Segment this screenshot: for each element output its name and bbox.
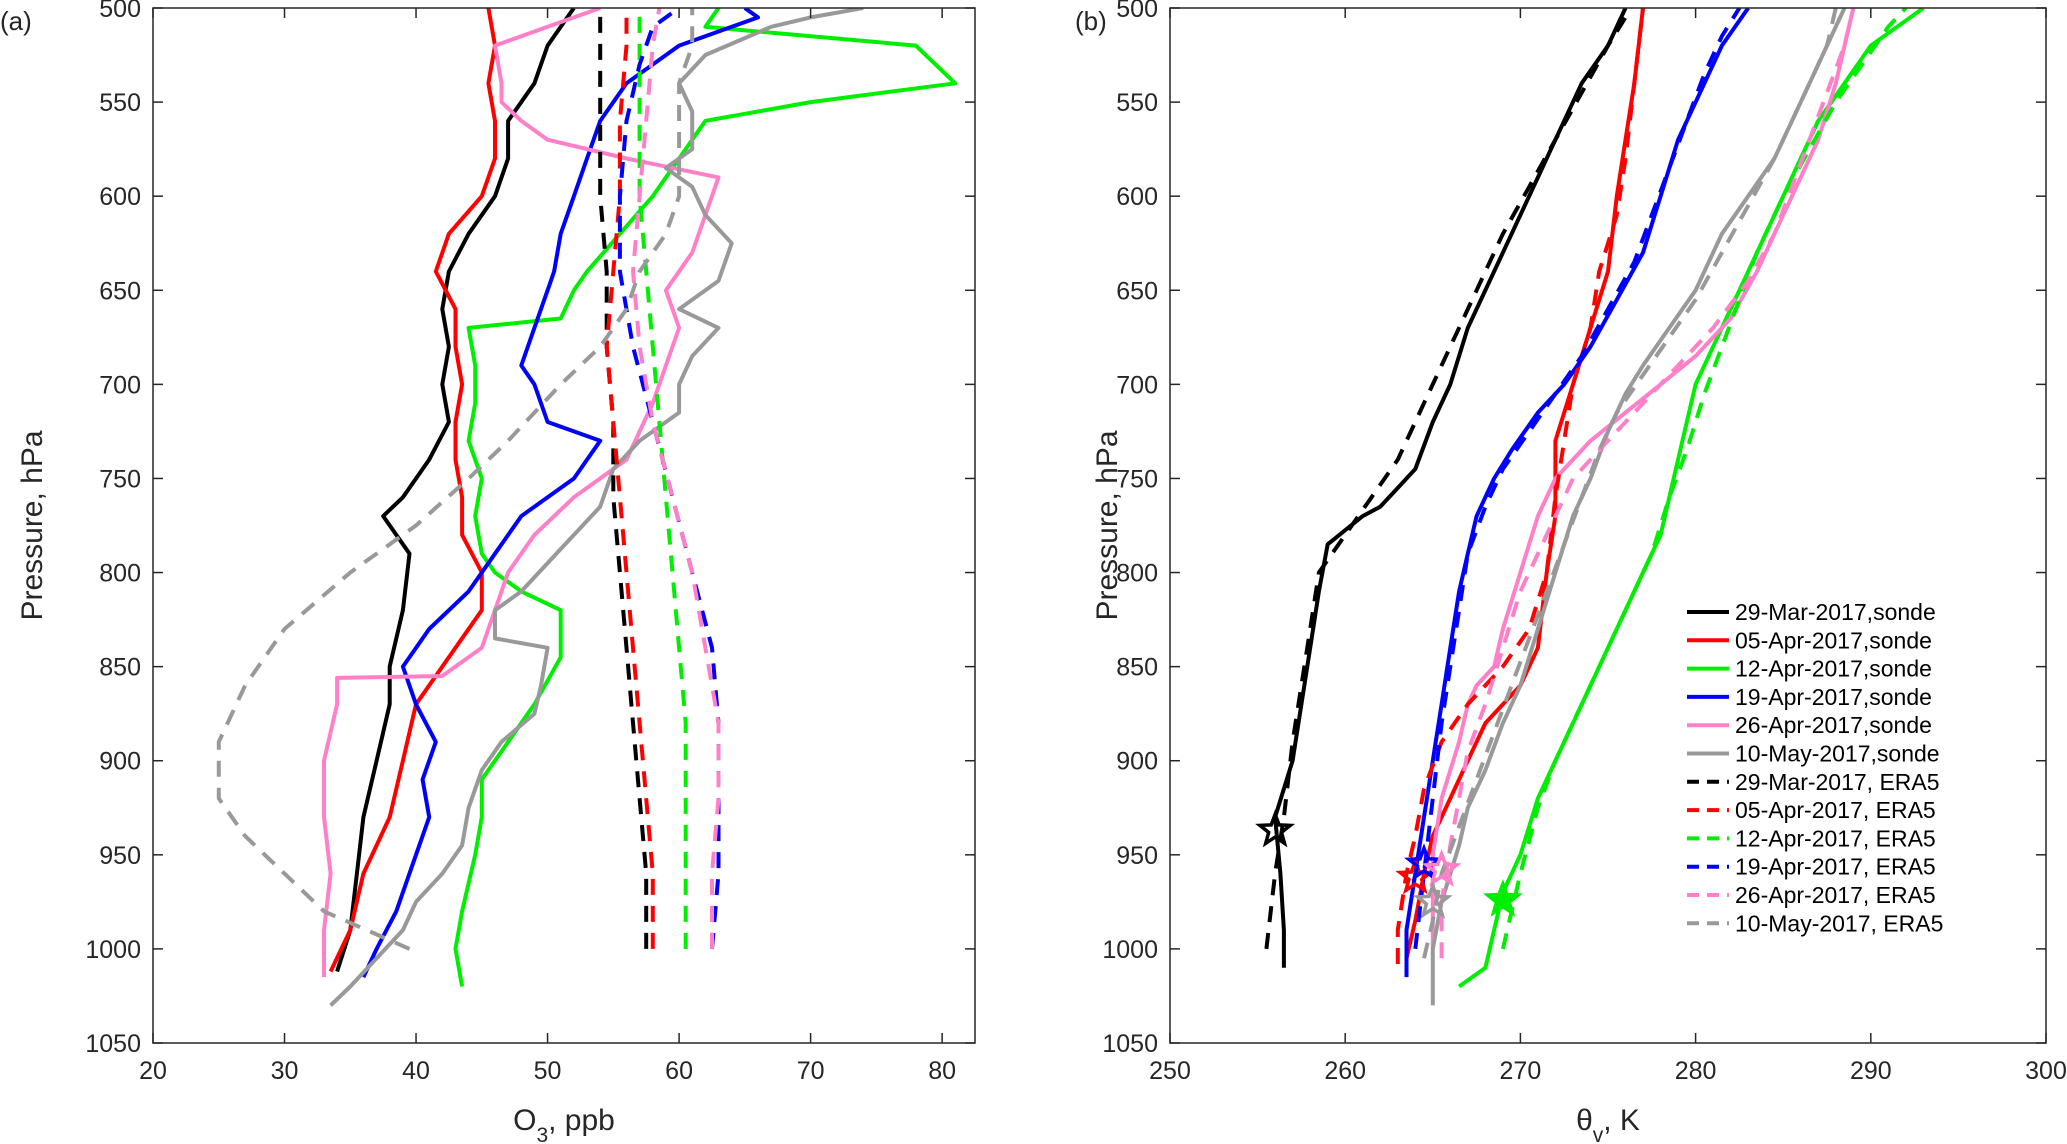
series-10-may-2017-sonde-line (1430, 8, 1847, 1006)
legend-label-26-apr-2017-sonde: 26-Apr-2017,sonde (1735, 712, 1932, 738)
x-tick-label: 300 (2025, 1057, 2067, 1085)
y-tick-label: 900 (99, 748, 141, 776)
y-tick-label: 950 (99, 842, 141, 870)
series-10-may-2017-sonde-line (329, 8, 864, 1007)
y-tick-label: 900 (1116, 748, 1158, 776)
panel-b-y-axis-label: Pressure, hPa (1091, 430, 1124, 620)
panel-a-ticks: 20 30 40 50 60 70 80 500 550 600 650 700 750 800 850 90… (85, 0, 975, 1085)
legend-label-12-apr-2017-era5: 12-Apr-2017, ERA5 (1735, 825, 1936, 851)
x-tick-label: 60 (665, 1057, 693, 1085)
legend-label-10-may-2017-sonde: 10-May-2017,sonde (1735, 741, 1940, 767)
y-tick-label: 700 (99, 371, 141, 399)
series-05-apr-2017-era5-line (604, 8, 655, 949)
panel-a-series-group (216, 8, 958, 1007)
x-tick-label: 250 (1149, 1057, 1191, 1085)
series-12-apr-2017-era5-line (1500, 8, 1908, 950)
surface-star-marker-1 (1255, 809, 1296, 848)
panel-a-axes-box (152, 7, 976, 1044)
y-tick-label: 650 (1116, 277, 1158, 305)
y-tick-label: 700 (1116, 371, 1158, 399)
legend-label-29-mar-2017-era5: 29-Mar-2017, ERA5 (1735, 769, 1940, 795)
y-tick-label: 750 (1116, 465, 1158, 493)
panel-b-series-group (1255, 8, 1925, 1006)
series-05-apr-2017-sonde-line (1404, 8, 1645, 959)
y-tick-label: 1000 (85, 936, 141, 964)
legend-label-26-apr-2017-era5: 26-Apr-2017, ERA5 (1735, 882, 1936, 908)
series-19-apr-2017-era5-line (1413, 8, 1742, 950)
legend-label-05-apr-2017-sonde: 05-Apr-2017,sonde (1735, 627, 1932, 653)
series-29-mar-2017-era5-line (1264, 16, 1628, 950)
legend-label-19-apr-2017-era5: 19-Apr-2017, ERA5 (1735, 854, 1936, 880)
panel-b-x-axis-label: θv, K (1576, 1104, 1640, 1144)
y-tick-label: 850 (99, 654, 141, 682)
panel-b-ticks: 250 260 270 280 290 300 500 550 600 650 700 750 800 8… (1102, 0, 2066, 1085)
legend-label-29-mar-2017-sonde: 29-Mar-2017,sonde (1735, 599, 1936, 625)
x-tick-label: 70 (797, 1057, 825, 1085)
series-05-apr-2017-sonde-line (328, 8, 497, 973)
series-12-apr-2017-sonde-line (1457, 8, 1925, 989)
surface-star-marker-3 (1404, 843, 1445, 882)
y-tick-label: 650 (99, 277, 141, 305)
legend-label-05-apr-2017-era5: 05-Apr-2017, ERA5 (1735, 797, 1936, 823)
x-tick-label: 50 (534, 1057, 562, 1085)
series-19-apr-2017-era5-line (617, 8, 721, 950)
y-tick-label: 750 (99, 465, 141, 493)
panel-a-x-axis-label: O3, ppb (513, 1104, 615, 1144)
series-29-mar-2017-sonde-line (1273, 8, 1628, 968)
surface-star-marker-6 (1483, 879, 1523, 917)
x-tick-label: 260 (1324, 1057, 1366, 1085)
legend-label-19-apr-2017-sonde: 19-Apr-2017,sonde (1735, 684, 1932, 710)
y-tick-label: 950 (1116, 842, 1158, 870)
surface-star-marker-5 (1412, 880, 1453, 919)
x-tick-label: 80 (928, 1057, 956, 1085)
panel-a-ozone: (a) 20 30 40 50 60 70 80 500 550 600 650 700 750 800 8… (0, 0, 976, 1144)
series-10-may-2017-era5-line (1422, 8, 1838, 959)
series-19-apr-2017-sonde-line (361, 8, 760, 978)
y-tick-label: 800 (1116, 560, 1158, 588)
legend-label-12-apr-2017-sonde: 12-Apr-2017,sonde (1735, 656, 1932, 682)
panel-b-virtual-potential-temperature: (b) 250 260 270 280 290 300 500 550 600 650 700 750… (1075, 0, 2067, 1144)
panel-b-label: (b) (1075, 6, 1107, 36)
panel-b-axes-box (1169, 7, 2047, 1044)
series-19-apr-2017-sonde-line (1404, 8, 1750, 978)
series-05-apr-2017-era5-line (1395, 8, 1645, 964)
y-tick-label: 800 (99, 560, 141, 588)
panel-a-y-axis-label: Pressure, hPa (16, 430, 49, 620)
x-tick-label: 290 (1850, 1057, 1892, 1085)
y-tick-label: 600 (99, 183, 141, 211)
y-tick-label: 1000 (1102, 936, 1158, 964)
y-tick-label: 600 (1116, 183, 1158, 211)
series-29-mar-2017-sonde-line (335, 8, 576, 973)
y-tick-label: 850 (1116, 654, 1158, 682)
series-12-apr-2017-sonde-line (453, 8, 958, 987)
y-tick-label: 500 (1116, 0, 1158, 23)
series-26-apr-2017-era5-line (631, 8, 721, 949)
x-tick-label: 30 (271, 1057, 299, 1085)
y-tick-label: 1050 (1102, 1030, 1158, 1058)
series-26-apr-2017-era5-line (1439, 8, 1856, 959)
y-tick-label: 500 (99, 0, 141, 23)
series-26-apr-2017-sonde-line (1430, 8, 1856, 949)
y-tick-label: 550 (1116, 89, 1158, 117)
surface-star-marker-4 (1421, 848, 1462, 887)
x-tick-label: 20 (139, 1057, 167, 1085)
x-tick-label: 40 (402, 1057, 430, 1085)
series-29-mar-2017-era5-line (598, 8, 649, 949)
x-tick-label: 270 (1500, 1057, 1542, 1085)
x-tick-label: 280 (1675, 1057, 1717, 1085)
series-26-apr-2017-sonde-line (322, 8, 721, 978)
legend-label-10-may-2017-era5: 10-May-2017, ERA5 (1735, 910, 1943, 936)
panel-a-label: (a) (0, 6, 32, 36)
series-10-may-2017-era5-line (216, 8, 695, 951)
y-tick-label: 550 (99, 89, 141, 117)
y-tick-label: 1050 (85, 1030, 141, 1058)
